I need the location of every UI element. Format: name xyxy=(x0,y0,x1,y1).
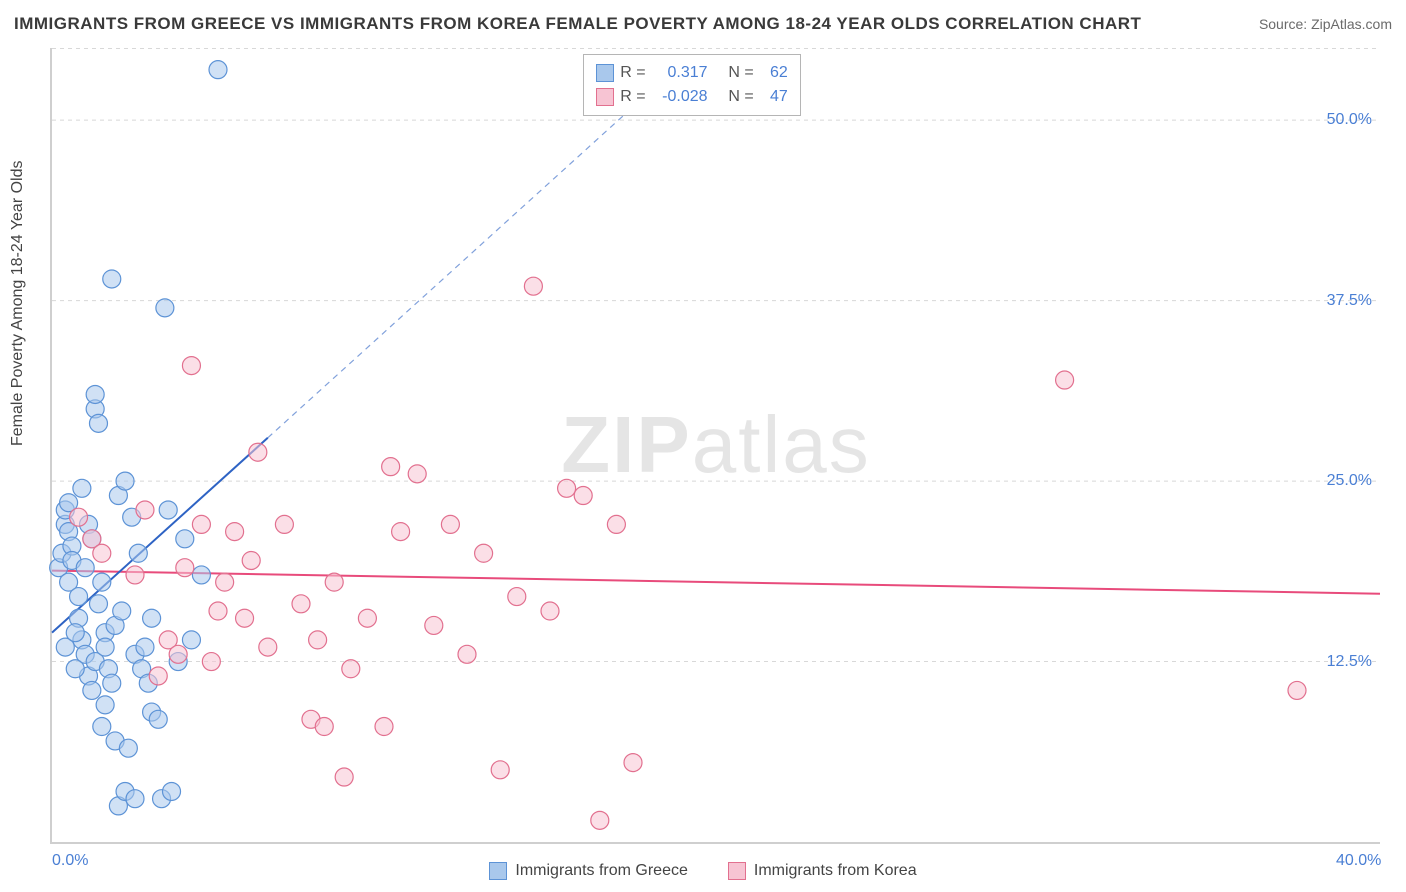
title-bar: IMMIGRANTS FROM GREECE VS IMMIGRANTS FRO… xyxy=(14,14,1392,34)
n-label: N = xyxy=(728,61,753,85)
corr-swatch-korea xyxy=(596,88,614,106)
legend-label-greece: Immigrants from Greece xyxy=(515,862,687,880)
y-axis-title: Female Poverty Among 18-24 Year Olds xyxy=(9,161,27,447)
greece-n: 62 xyxy=(760,61,788,85)
plot-area: ZIPatlas R = 0.317 N = 62 R = -0.028 N =… xyxy=(50,48,1380,844)
corr-row-korea: R = -0.028 N = 47 xyxy=(596,85,788,109)
r-label: R = xyxy=(620,61,645,85)
y-tick-label: 37.5% xyxy=(1327,292,1372,310)
source-label: Source: ZipAtlas.com xyxy=(1259,16,1392,32)
bottom-legend: Immigrants from Greece Immigrants from K… xyxy=(0,862,1406,880)
correlation-box: R = 0.317 N = 62 R = -0.028 N = 47 xyxy=(583,54,801,116)
legend-label-korea: Immigrants from Korea xyxy=(754,862,917,880)
corr-row-greece: R = 0.317 N = 62 xyxy=(596,61,788,85)
legend-item-greece: Immigrants from Greece xyxy=(489,862,687,880)
r-label-2: R = xyxy=(620,85,645,109)
y-tick-label: 25.0% xyxy=(1327,472,1372,490)
y-tick-label: 12.5% xyxy=(1327,653,1372,671)
chart-svg xyxy=(52,48,1380,842)
korea-r: -0.028 xyxy=(652,85,708,109)
y-tick-label: 50.0% xyxy=(1327,111,1372,129)
legend-swatch-greece xyxy=(489,862,507,880)
chart-title: IMMIGRANTS FROM GREECE VS IMMIGRANTS FRO… xyxy=(14,14,1141,34)
greece-r: 0.317 xyxy=(652,61,708,85)
n-label-2: N = xyxy=(728,85,753,109)
legend-swatch-korea xyxy=(728,862,746,880)
legend-item-korea: Immigrants from Korea xyxy=(728,862,917,880)
corr-swatch-greece xyxy=(596,64,614,82)
korea-n: 47 xyxy=(760,85,788,109)
